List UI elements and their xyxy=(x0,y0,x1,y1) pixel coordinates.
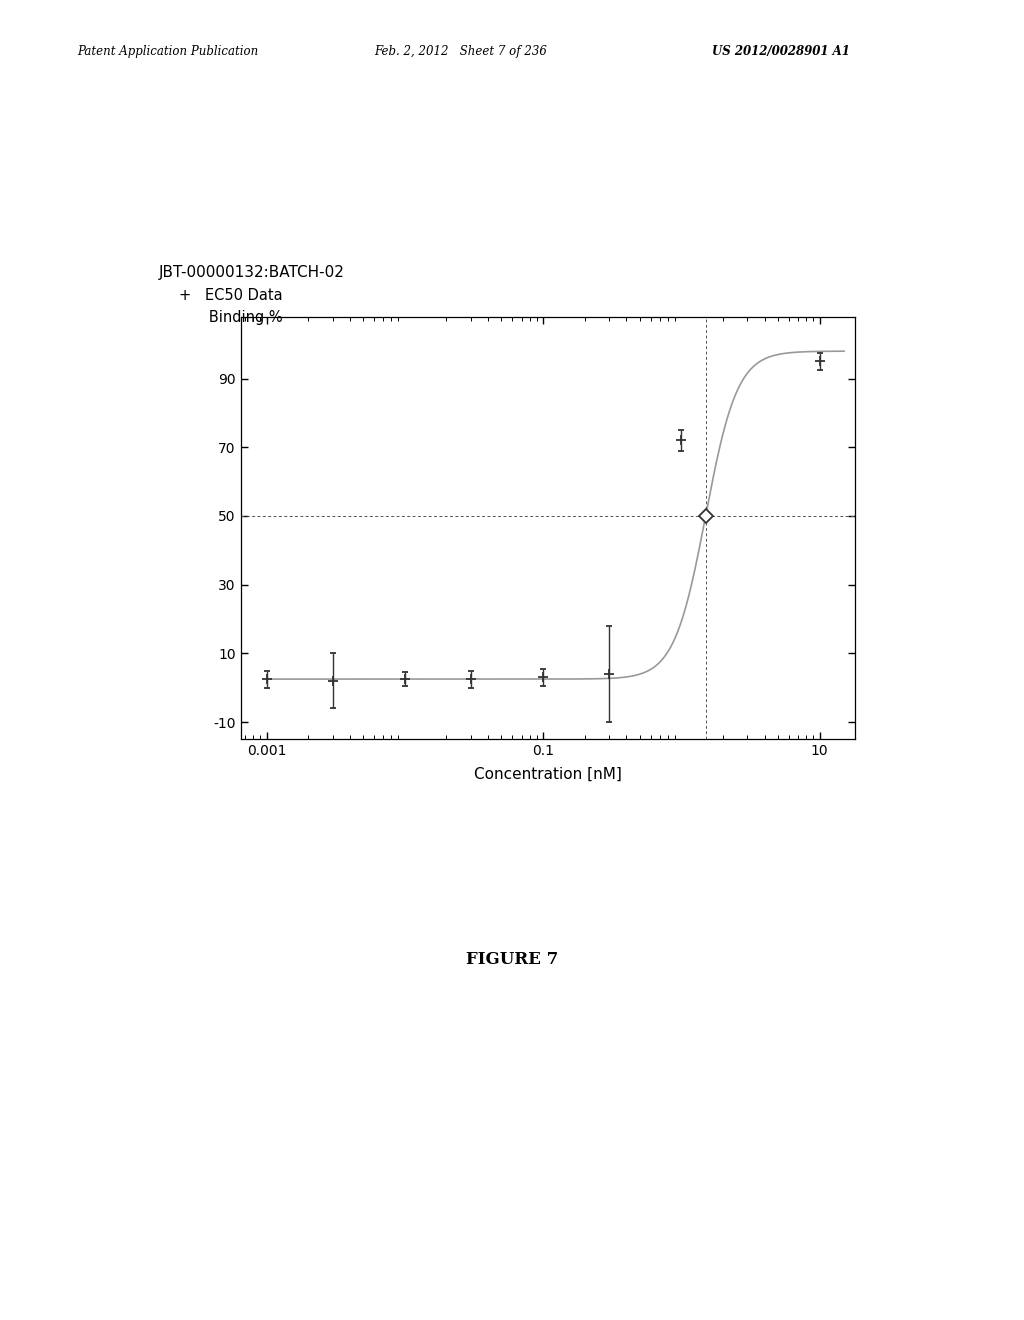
Text: JBT-00000132:BATCH-02: JBT-00000132:BATCH-02 xyxy=(159,265,345,280)
Text: FIGURE 7: FIGURE 7 xyxy=(466,950,558,968)
Text: Patent Application Publication: Patent Application Publication xyxy=(77,45,258,58)
Text: Feb. 2, 2012   Sheet 7 of 236: Feb. 2, 2012 Sheet 7 of 236 xyxy=(374,45,547,58)
Text: US 2012/0028901 A1: US 2012/0028901 A1 xyxy=(712,45,850,58)
Text: Binding %: Binding % xyxy=(195,310,283,325)
X-axis label: Concentration [nM]: Concentration [nM] xyxy=(474,767,622,781)
Text: +   EC50 Data: + EC50 Data xyxy=(179,288,283,302)
